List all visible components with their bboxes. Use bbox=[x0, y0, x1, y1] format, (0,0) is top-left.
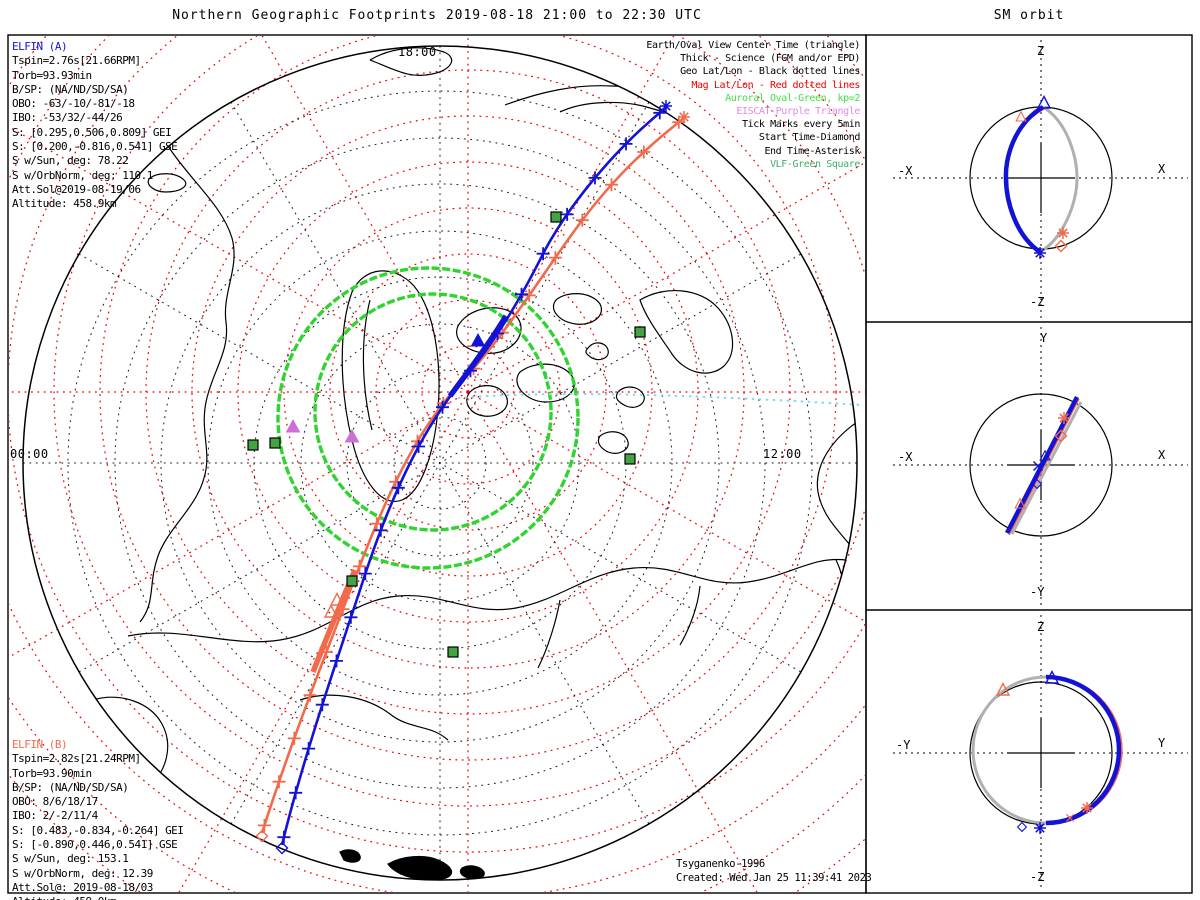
sm-panel-yz bbox=[893, 615, 1188, 890]
info-line: S: [-0.890,0.446,0.541] GSE bbox=[12, 838, 178, 852]
track-elfin-b bbox=[255, 110, 691, 843]
magnetic-graticule bbox=[9, 36, 865, 892]
mlt-label-12: 12:00 bbox=[763, 447, 802, 461]
info-line: Att.Sol@: 2019-08-18/03 bbox=[12, 880, 153, 894]
p1-axis-right: X bbox=[1158, 162, 1166, 176]
tick-marks-a bbox=[276, 105, 668, 845]
science-segment-a bbox=[447, 314, 509, 398]
info-line: Altitude: 459.0km bbox=[12, 895, 183, 900]
p3-axis-top: Z bbox=[1037, 620, 1045, 634]
info-line: Altitude: 458.9km bbox=[12, 197, 117, 211]
legend: Earth/Oval View Center Time (triangle) T… bbox=[646, 39, 860, 171]
sm-panel-xz bbox=[893, 40, 1188, 318]
p1-axis-top: Z bbox=[1037, 44, 1045, 58]
legend-item: Mag Lat/Lon - Red dotted lines bbox=[691, 79, 860, 91]
p3-axis-right: Y bbox=[1158, 736, 1166, 750]
info-line: Torb=93.93min bbox=[12, 68, 92, 82]
p2-axis-right: X bbox=[1158, 448, 1166, 462]
legend-item: Tick Marks every 5min bbox=[741, 119, 860, 131]
legend-item: EISCAT-Purple Triangle bbox=[736, 106, 860, 118]
p2-axis-bottom: -Y bbox=[1030, 585, 1045, 599]
p3-axis-left: -Y bbox=[896, 738, 911, 752]
info-line: OBO: -63/-10/-81/-18 bbox=[12, 97, 135, 111]
legend-item: Thick - Science (FGM and/or EPD) bbox=[680, 53, 860, 65]
p2-axis-left: -X bbox=[898, 450, 913, 464]
info-line: Att.Sol@2019-08-19/06 bbox=[12, 182, 141, 196]
info-line: S: [0.295,0.506,0.809] GEI bbox=[12, 125, 172, 139]
info-line: Torb=93.90min bbox=[12, 766, 92, 780]
info-line: S: [0.483,-0.834,-0.264] GEI bbox=[12, 823, 184, 837]
legend-item: End Time-Asterisk bbox=[764, 145, 860, 157]
info-line: S: [0.200,-0.816,0.541] GSE bbox=[12, 140, 178, 154]
p2-axis-top: Y bbox=[1040, 331, 1048, 345]
auroral-oval bbox=[276, 266, 580, 570]
legend-item: Auroral Oval-Green, kp=2 bbox=[725, 92, 860, 104]
info-line: IBO: -53/32/-44/26 bbox=[12, 111, 123, 125]
p1-axis-bottom: -Z bbox=[1030, 295, 1045, 309]
elfin-b-name: ELFIN (B) bbox=[12, 738, 68, 751]
legend-item: Geo Lat/Lon - Black dotted lines bbox=[680, 66, 860, 78]
track-elfin-a bbox=[275, 99, 673, 855]
mlt-label-18: 18:00 bbox=[398, 45, 437, 59]
model-label: Tsyganenko-1996 bbox=[676, 858, 765, 870]
sm-panel-xy bbox=[893, 327, 1188, 605]
plot-frames bbox=[7, 34, 1193, 894]
p1-axis-left: -X bbox=[898, 164, 913, 178]
tick-marks-b bbox=[256, 114, 687, 833]
credits: Tsyganenko-1996 Created: Wed Jan 25 11:3… bbox=[676, 858, 872, 885]
legend-item: VLF-Green Square bbox=[770, 158, 860, 170]
info-line: S w/Sun, deg: 153.1 bbox=[12, 852, 129, 866]
mlt-label-00: 00:00 bbox=[10, 447, 49, 461]
page-title: Northern Geographic Footprints 2019-08-1… bbox=[172, 8, 702, 23]
p3-axis-bottom: -Z bbox=[1030, 870, 1045, 884]
info-line: Tspin=2.76s[21.66RPM] bbox=[12, 54, 141, 68]
info-line: S w/OrbNorm, deg: 110.1 bbox=[12, 168, 153, 182]
info-line: IBO: 2/-2/11/4 bbox=[12, 809, 98, 823]
elfin-b-info-panel: ELFIN (B) Tspin=2.82s[21.24RPM] Torb=93.… bbox=[12, 738, 184, 900]
info-line: S w/OrbNorm, deg: 12.39 bbox=[12, 866, 153, 880]
elfin-a-name: ELFIN (A) bbox=[12, 40, 68, 53]
info-line: B/SP: (NA/ND/SD/SA) bbox=[12, 82, 129, 96]
map-boundary-circle bbox=[22, 45, 858, 881]
legend-item: Start Time-Diamond bbox=[758, 132, 861, 144]
coastlines bbox=[69, 47, 857, 880]
info-line: Tspin=2.82s[21.24RPM] bbox=[12, 752, 141, 766]
mlt-label-06: 06:00 bbox=[398, 864, 437, 878]
created-label: Created: Wed Jan 25 11:39:41 2023 bbox=[676, 871, 872, 884]
sm-orbit-title: SM orbit bbox=[993, 8, 1065, 23]
cyan-dotted-line bbox=[457, 393, 863, 406]
elfin-a-info-panel: ELFIN (A) Tspin=2.76s[21.66RPM] Torb=93.… bbox=[12, 40, 178, 212]
info-line: B/SP: (NA/ND/SD/SA) bbox=[12, 780, 129, 794]
legend-item: Earth/Oval View Center Time (triangle) bbox=[646, 40, 860, 51]
info-line: OBO: 8/6/18/17 bbox=[12, 795, 98, 809]
info-line: S w/Sun, deg: 78.22 bbox=[12, 154, 129, 168]
